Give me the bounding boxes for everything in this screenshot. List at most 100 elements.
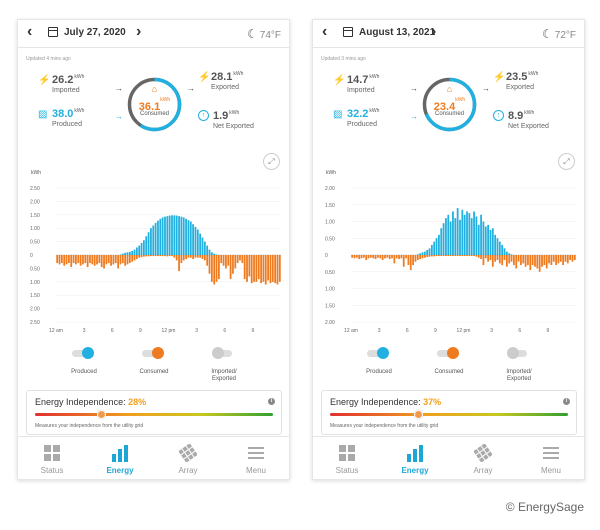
menu-icon	[543, 447, 559, 459]
produced-bar	[121, 253, 124, 255]
consumed-bar	[412, 255, 414, 266]
tab-energy[interactable]: Energy	[86, 437, 154, 479]
consumed-bar	[264, 255, 267, 285]
y-tick-label: 0.50	[325, 270, 335, 276]
date-label[interactable]: July 27, 2020	[64, 27, 126, 38]
tab-status[interactable]: Status	[313, 437, 381, 479]
consumed-bar	[241, 255, 244, 264]
x-tick-label: 6	[518, 328, 521, 334]
produced-bar	[470, 218, 473, 255]
y-tick-label: 2.00	[30, 307, 40, 313]
independence-description: Measures your independence from the util…	[35, 423, 144, 429]
produced-stat: ▨ 38.0kWh Produced	[38, 108, 84, 128]
consumed-bar	[454, 255, 457, 257]
consumed-bar	[82, 255, 84, 265]
produced-bar	[180, 216, 183, 255]
produced-bar	[459, 219, 461, 255]
consumed-bar	[557, 255, 560, 264]
produced-bar	[482, 221, 485, 255]
consumed-bar	[262, 255, 265, 282]
independence-marker	[97, 410, 107, 419]
consumed-toggle[interactable]: Consumed	[419, 346, 479, 376]
tab-menu[interactable]: Menu	[517, 437, 584, 479]
produced-bar	[161, 217, 164, 255]
imported-unit: kWh	[74, 74, 85, 80]
imported-exported-toggle[interactable]: Imported/ Exported	[489, 346, 549, 383]
produced-bar	[428, 248, 431, 255]
expand-chart-button[interactable]: ⤢	[558, 153, 575, 170]
consumed-bar	[185, 255, 187, 260]
consumed-bar	[466, 255, 468, 257]
consumed-bar	[484, 255, 487, 259]
exported-stat: ⚡ 28.1kWh Exported	[198, 71, 243, 91]
produced-bar	[131, 250, 134, 255]
produced-bar	[196, 229, 199, 255]
produced-bar	[419, 253, 422, 255]
consumed-bar	[201, 255, 204, 260]
imported-exported-toggle[interactable]: Imported/ Exported	[194, 346, 254, 383]
calendar-icon[interactable]	[343, 27, 353, 37]
tab-array[interactable]: Array	[154, 437, 222, 479]
consumed-bar	[513, 255, 515, 266]
calendar-icon[interactable]	[48, 27, 58, 37]
produced-bar	[185, 218, 187, 255]
produced-bar	[442, 223, 445, 255]
previous-day-button[interactable]: ‹	[27, 23, 33, 40]
tab-menu[interactable]: Menu	[222, 437, 289, 479]
consumed-bar	[114, 255, 117, 264]
consumed-bar	[531, 255, 534, 266]
info-icon[interactable]: i	[563, 398, 570, 405]
consumed-bar	[430, 255, 433, 257]
consumed-bar	[89, 255, 91, 264]
produced-bar	[159, 218, 162, 255]
produced-toggle[interactable]: Produced	[349, 346, 409, 376]
consumed-bar	[470, 255, 473, 257]
consumed-bar	[407, 255, 410, 266]
consumed-bar	[489, 255, 492, 261]
expand-chart-button[interactable]: ⤢	[263, 153, 280, 170]
home-icon: ⌂	[151, 84, 158, 94]
next-day-button[interactable]: ›	[136, 23, 142, 40]
produced-toggle[interactable]: Produced	[54, 346, 114, 376]
produced-bar	[133, 249, 136, 255]
consumed-bar	[414, 255, 417, 262]
produced-bar	[145, 236, 148, 255]
consumed-bar	[468, 255, 471, 257]
energy-chart: kWh 2.00 1.50 1.00 0.50 0 0.50 1.00 1.50 2.00 12 a…	[325, 170, 576, 334]
consumed-bar	[138, 255, 141, 258]
produced-bar	[421, 252, 424, 255]
tab-energy[interactable]: Energy	[381, 437, 449, 479]
consumed-bar	[564, 255, 567, 262]
consumed-bar	[203, 255, 206, 261]
x-tick-label: 12 am	[344, 328, 358, 334]
tab-status[interactable]: Status	[18, 437, 86, 479]
produced-unit: kWh	[74, 108, 85, 114]
previous-day-button[interactable]: ‹	[322, 23, 328, 40]
weather: ☾ 74°F	[247, 27, 281, 41]
arrow-up-circle-icon: ↑	[198, 110, 209, 121]
arrow-right-icon: →	[410, 112, 418, 121]
produced-bar	[473, 211, 475, 255]
tab-array[interactable]: Array	[449, 437, 517, 479]
home-icon: ⌂	[446, 84, 453, 94]
consumed-bar	[433, 255, 436, 257]
info-icon[interactable]: i	[268, 398, 275, 405]
solar-array-icon	[474, 444, 492, 462]
produced-bar	[435, 238, 438, 255]
consumed-toggle[interactable]: Consumed	[124, 346, 184, 376]
produced-bar	[147, 232, 150, 255]
temperature: 72°F	[554, 30, 576, 41]
date-label[interactable]: August 13, 2021	[359, 27, 436, 38]
consumed-bar	[398, 255, 400, 260]
bottom-tab-bar: Status Energy Array Menu	[18, 436, 289, 479]
consumed-bar	[548, 255, 550, 264]
consumed-bar	[150, 255, 152, 257]
produced-bar	[477, 224, 480, 255]
produced-bar	[171, 215, 173, 255]
next-day-button[interactable]: ›	[431, 23, 437, 40]
energy-independence-card: Energy Independence: 28% i Measures your…	[26, 390, 282, 435]
consumed-unit: kWh	[160, 97, 171, 103]
consumed-bar	[250, 255, 253, 284]
produced-bar	[140, 242, 143, 255]
consumed-label: Consumed	[434, 111, 464, 117]
